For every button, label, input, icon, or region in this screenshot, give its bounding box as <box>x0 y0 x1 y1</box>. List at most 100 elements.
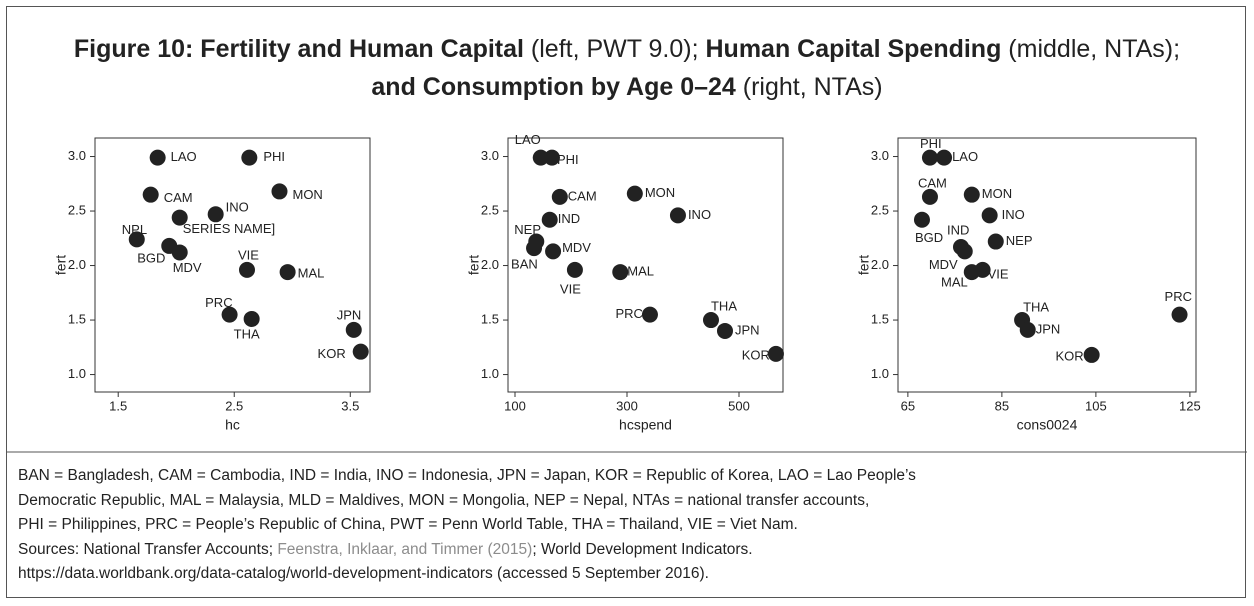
point <box>551 188 568 205</box>
y-tick-label: 1.0 <box>871 366 889 381</box>
y-tick-label: 2.5 <box>68 202 86 217</box>
point <box>345 321 362 338</box>
point <box>702 312 719 329</box>
point <box>271 183 288 200</box>
point <box>1083 346 1100 363</box>
x-axis-label: hc <box>225 417 240 433</box>
point <box>149 149 166 166</box>
note-text: BAN = Bangladesh, CAM = Cambodia, IND = … <box>18 467 916 484</box>
point-label: KOR <box>1055 348 1083 363</box>
y-axis-label: fert <box>53 255 69 275</box>
x-tick-label: 105 <box>1085 398 1107 413</box>
y-tick-label: 2.0 <box>481 257 499 272</box>
point-label: MDV <box>562 240 591 255</box>
point <box>526 240 543 257</box>
point-label: KOR <box>318 346 346 361</box>
plot-frame <box>897 137 1197 393</box>
y-tick-label: 1.5 <box>68 311 86 326</box>
title-part: and Consumption by Age 0–24 <box>371 73 736 101</box>
x-tick-label: 65 <box>901 398 915 413</box>
title-part: Human Capital Spending <box>705 35 1002 63</box>
point <box>716 322 733 339</box>
point <box>669 207 686 224</box>
point <box>626 185 643 202</box>
point <box>987 233 1004 250</box>
point-label: LAO <box>952 149 978 164</box>
note-line: BAN = Bangladesh, CAM = Cambodia, IND = … <box>18 464 916 489</box>
point-label: JPN <box>337 307 362 322</box>
point-label: MAL <box>627 264 654 279</box>
point <box>921 149 938 166</box>
point-label: MAL <box>298 266 325 281</box>
title-part: (right, NTAs) <box>735 73 883 101</box>
point <box>545 243 562 260</box>
point-label: JPN <box>1036 321 1061 336</box>
x-tick-label: 125 <box>1179 398 1201 413</box>
point-label: INO <box>226 200 249 215</box>
point-label: VIE <box>238 247 259 262</box>
point-label: THA <box>711 298 737 313</box>
point-label: MAL <box>941 275 968 290</box>
x-tick-label: 1.5 <box>109 398 127 413</box>
point-label: SERIES NAME] <box>183 221 275 236</box>
point <box>171 244 188 261</box>
point-label: BGD <box>137 250 165 265</box>
point-label: THA <box>1023 299 1049 314</box>
point-label: THA <box>234 326 260 341</box>
point-label: NEP <box>514 222 541 237</box>
point-label: MON <box>292 187 322 202</box>
plot-frame <box>94 137 371 393</box>
point <box>243 310 260 327</box>
point-label: VIE <box>560 281 581 296</box>
y-tick-label: 1.0 <box>481 366 499 381</box>
figure-notes: BAN = Bangladesh, CAM = Cambodia, IND = … <box>18 464 916 587</box>
x-tick-label: 85 <box>995 398 1009 413</box>
x-axis-label: cons0024 <box>1017 417 1078 433</box>
y-tick-label: 2.5 <box>871 202 889 217</box>
y-tick-label: 1.0 <box>68 366 86 381</box>
point-label: PRC <box>1165 289 1192 304</box>
point <box>767 345 784 362</box>
y-axis-label: fert <box>466 255 482 275</box>
point <box>1019 321 1036 338</box>
note-text: Democratic Republic, MAL = Malaysia, MLD… <box>18 491 870 509</box>
point <box>612 264 629 281</box>
y-tick-label: 3.0 <box>68 148 86 163</box>
point <box>936 149 953 166</box>
point <box>913 211 930 228</box>
point <box>543 149 560 166</box>
point-label: BAN <box>511 257 538 272</box>
point-label: PHI <box>920 136 942 151</box>
point <box>241 149 258 166</box>
x-axis-label: hcspend <box>619 417 672 433</box>
point <box>956 243 973 260</box>
y-tick-label: 2.0 <box>871 257 889 272</box>
y-tick-label: 2.5 <box>481 202 499 217</box>
point-label: PHI <box>263 149 285 164</box>
figure-title: Figure 10: Fertility and Human Capital (… <box>60 30 1194 106</box>
note-text: Sources: National Transfer Accounts; <box>18 540 278 558</box>
point-label: MON <box>982 186 1012 201</box>
point <box>352 343 369 360</box>
point-label: CAM <box>164 190 193 205</box>
point <box>171 209 188 226</box>
point-label: BGD <box>915 230 943 245</box>
point-label: NPL <box>122 222 147 237</box>
note-text: Feenstra, Inklaar, and Timmer (2015) <box>277 540 533 558</box>
title-part: Figure 10: Fertility and Human Capital <box>73 35 524 63</box>
note-line: Democratic Republic, MAL = Malaysia, MLD… <box>18 489 916 514</box>
point-label: LAO <box>515 132 541 147</box>
point <box>921 188 938 205</box>
y-tick-label: 1.5 <box>871 311 889 326</box>
x-tick-label: 100 <box>504 398 526 413</box>
x-tick-label: 500 <box>728 398 750 413</box>
point <box>566 261 583 278</box>
point-label: JPN <box>735 322 760 337</box>
point-label: MON <box>645 185 675 200</box>
point-label: NEP <box>1006 233 1033 248</box>
point <box>142 186 159 203</box>
point <box>974 261 991 278</box>
y-tick-label: 1.5 <box>481 311 499 326</box>
